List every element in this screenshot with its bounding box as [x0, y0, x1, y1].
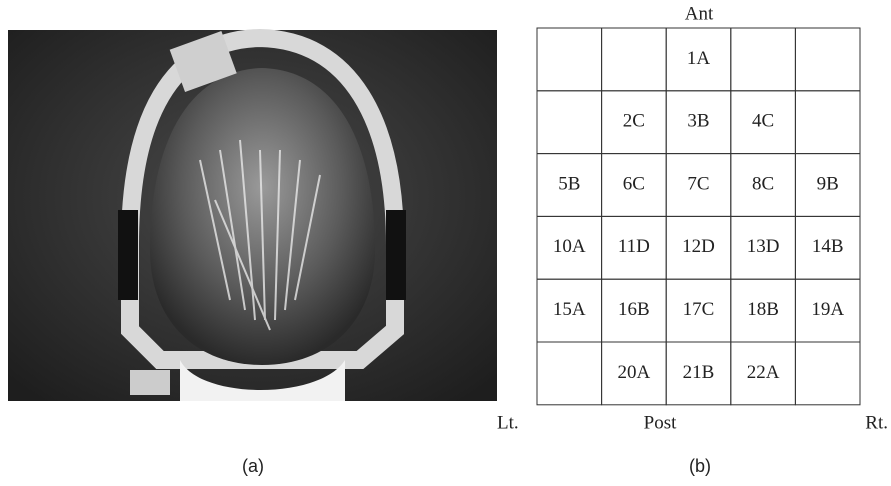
cell-label: 4C [752, 111, 774, 132]
grid-cell [795, 342, 860, 405]
cell-label: 21B [683, 362, 715, 383]
cell-label: 1A [687, 48, 711, 69]
cell-label: 6C [623, 173, 645, 194]
cell-label: 3B [687, 111, 709, 132]
cell-label: 19A [811, 299, 844, 320]
direction-label: Ant [685, 3, 714, 24]
cell-label: 11D [618, 236, 650, 257]
cell-label: 18B [747, 299, 779, 320]
cell-label: 7C [687, 173, 709, 194]
grid-cell [795, 91, 860, 154]
grid-cell [602, 28, 667, 91]
cell-label: 9B [817, 173, 839, 194]
grid-cell [537, 342, 602, 405]
cell-label: 10A [553, 236, 586, 257]
cell-label: 22A [747, 362, 780, 383]
direction-label: Post [644, 412, 677, 433]
cell-label: 15A [553, 299, 586, 320]
grid-cell [537, 28, 602, 91]
cell-label: 5B [558, 173, 580, 194]
electrode-grid: 1A 2C 3B 4C 5B 6C 7C 8C 9B 10A 11D 12D 13D 14B 15A 16B 1… [537, 28, 860, 405]
photo [8, 30, 497, 401]
grid-cell [731, 28, 796, 91]
cell-label: 12D [682, 236, 715, 257]
cell-label: 16B [618, 299, 650, 320]
cell-label: 17C [683, 299, 715, 320]
panel-caption: (a) [242, 456, 264, 476]
cell-label: 2C [623, 111, 645, 132]
panel-caption: (b) [689, 456, 711, 476]
cell-label: 20A [618, 362, 651, 383]
cell-label: 14B [812, 236, 844, 257]
grid-cell [537, 91, 602, 154]
cell-label: 8C [752, 173, 774, 194]
direction-label: Rt. [865, 412, 888, 433]
cell-label: 13D [747, 236, 780, 257]
figure: (a) Ant Post Lt. Rt. (b) 1A 2C 3B 4C 5B 6C 7C 8… [0, 0, 891, 486]
grid-cell [795, 28, 860, 91]
direction-label: Lt. [497, 412, 519, 433]
